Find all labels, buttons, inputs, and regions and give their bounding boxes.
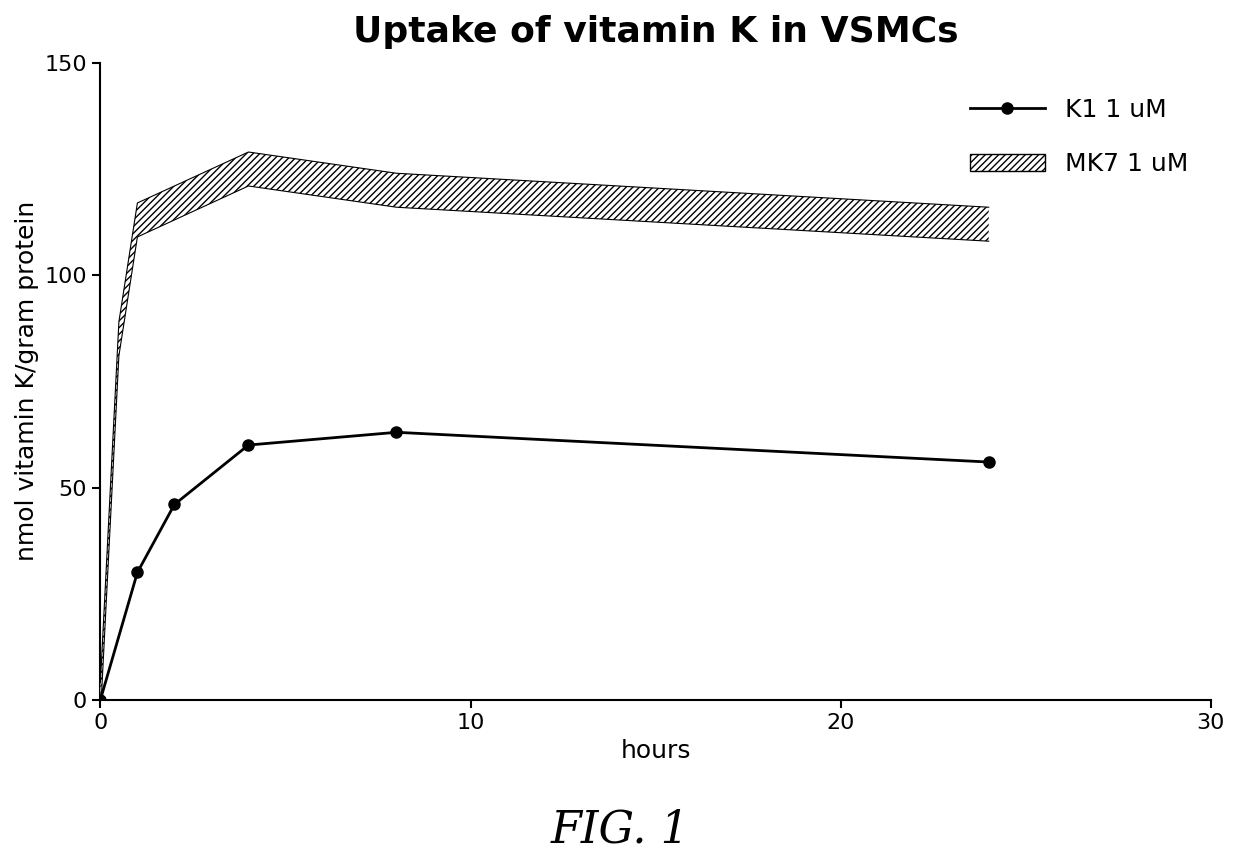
- K1 1 uM: [93, 695, 108, 705]
- Title: Uptake of vitamin K in VSMCs: Uptake of vitamin K in VSMCs: [353, 15, 959, 49]
- Legend: K1 1 uM, MK7 1 uM: K1 1 uM, MK7 1 uM: [960, 88, 1198, 186]
- X-axis label: hours: hours: [620, 739, 691, 763]
- K1 1 uM: [389, 427, 404, 437]
- K1 1 uM: [130, 568, 145, 578]
- K1 1 uM: [241, 440, 255, 450]
- K1 1 uM: [981, 457, 996, 467]
- Line: K1 1 uM: K1 1 uM: [94, 427, 994, 705]
- Text: FIG. 1: FIG. 1: [551, 808, 689, 851]
- K1 1 uM: [167, 499, 182, 510]
- Y-axis label: nmol vitamin K/gram protein: nmol vitamin K/gram protein: [15, 201, 38, 562]
